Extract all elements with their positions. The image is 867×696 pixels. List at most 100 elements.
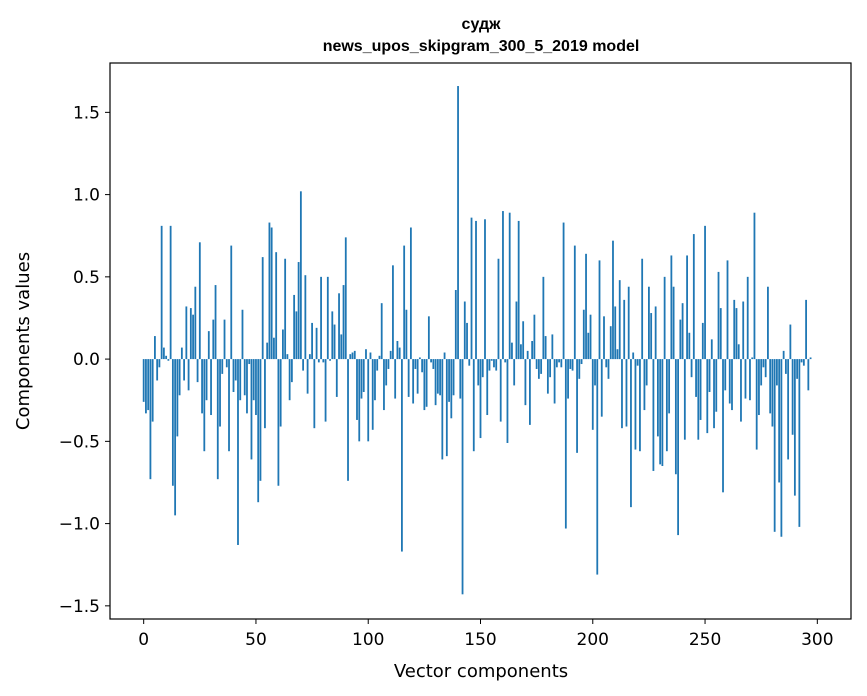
bar-component-138	[452, 359, 455, 396]
bar-component-248	[699, 359, 702, 420]
bar-component-283	[778, 359, 781, 483]
bar-component-226	[650, 313, 653, 360]
bar-component-81	[324, 359, 327, 422]
bar-component-225	[648, 286, 650, 360]
bar-component-52	[259, 359, 262, 481]
bar-component-244	[690, 359, 693, 378]
bar-component-162	[506, 359, 509, 443]
y-tick-label: −1.0	[59, 515, 100, 535]
bar-component-90	[344, 237, 347, 360]
bar-component-157	[495, 359, 498, 371]
bar-component-140	[457, 86, 459, 360]
bar-component-71	[302, 359, 305, 371]
bar-component-159	[499, 359, 502, 422]
bar-component-277	[764, 359, 767, 378]
bar-component-199	[589, 314, 592, 360]
bar-component-232	[663, 276, 666, 360]
bar-component-116	[403, 245, 406, 360]
bar-component-170	[524, 359, 527, 406]
bar-component-272	[753, 212, 756, 360]
bar-component-82	[326, 276, 329, 360]
x-tick-label: 0	[138, 630, 149, 650]
bar-component-141	[459, 359, 462, 399]
bar-component-184	[555, 359, 558, 368]
bar-component-44	[241, 309, 244, 360]
bar-component-261	[728, 359, 731, 404]
bar-component-224	[645, 359, 648, 386]
bar-component-164	[511, 342, 513, 360]
bar-component-249	[701, 322, 704, 360]
bar-component-252	[708, 359, 711, 392]
bar-component-80	[322, 359, 325, 363]
bar-component-37	[225, 359, 228, 368]
bar-component-124	[421, 359, 424, 373]
bar-component-131	[436, 359, 439, 394]
bar-component-89	[342, 285, 345, 360]
bar-component-142	[461, 359, 464, 595]
bar-component-251	[706, 359, 709, 434]
x-tick-label: 100	[352, 630, 384, 650]
bar-component-26	[201, 359, 203, 414]
bar-component-286	[784, 359, 787, 374]
bar-component-213	[621, 359, 623, 429]
bar-component-231	[661, 359, 664, 467]
bar-component-112	[394, 359, 397, 399]
bar-component-161	[504, 359, 507, 363]
bar-component-62	[282, 329, 284, 360]
bar-component-146	[470, 217, 473, 360]
bar-component-186	[560, 359, 563, 368]
bar-component-102	[371, 359, 374, 430]
bar-component-18	[183, 359, 185, 381]
bar-component-130	[434, 359, 437, 406]
bar-component-58	[273, 337, 275, 360]
bar-component-207	[607, 359, 610, 379]
bar-component-271	[751, 357, 754, 360]
bar-component-155	[490, 359, 493, 361]
bar-component-150	[479, 359, 482, 439]
x-tick-label: 300	[801, 630, 833, 650]
bar-component-288	[789, 324, 792, 360]
bar-component-91	[347, 359, 349, 481]
bar-component-274	[758, 359, 760, 416]
bar-component-145	[468, 359, 471, 366]
bar-component-114	[398, 347, 401, 360]
bar-component-153	[486, 359, 489, 416]
plot-frame	[109, 62, 852, 620]
bar-component-51	[257, 359, 260, 503]
bar-component-136	[448, 359, 450, 402]
bar-component-14	[174, 359, 177, 516]
bar-component-269	[746, 276, 749, 360]
bar-component-55	[266, 342, 269, 360]
bar-component-97	[360, 359, 363, 399]
bar-component-27	[203, 359, 206, 452]
bar-component-172	[529, 359, 531, 425]
bar-component-139	[454, 290, 457, 360]
bar-component-296	[807, 359, 810, 391]
bar-component-125	[423, 359, 426, 411]
bar-component-230	[659, 359, 662, 465]
bar-component-54	[264, 359, 266, 429]
bar-component-127	[427, 316, 430, 360]
bar-component-99	[365, 349, 367, 360]
bar-component-201	[594, 359, 596, 386]
bar-component-117	[405, 309, 408, 360]
bar-component-198	[587, 332, 590, 360]
bar-component-238	[677, 359, 679, 536]
bar-component-273	[755, 359, 758, 450]
bar-component-7	[158, 359, 161, 368]
bar-component-189	[567, 359, 569, 399]
bar-component-11	[167, 359, 170, 361]
y-tick-label: 1.0	[73, 186, 100, 206]
bar-component-167	[517, 220, 520, 360]
bar-component-4	[151, 359, 154, 422]
x-tick-label: 200	[577, 630, 609, 650]
bar-component-247	[697, 359, 700, 440]
bar-component-246	[695, 359, 697, 397]
bar-component-197	[585, 253, 587, 360]
bar-component-78	[317, 359, 320, 363]
bar-component-40	[232, 359, 235, 392]
bar-component-148	[475, 220, 477, 360]
bar-component-275	[760, 359, 763, 386]
bar-component-19	[185, 306, 188, 360]
